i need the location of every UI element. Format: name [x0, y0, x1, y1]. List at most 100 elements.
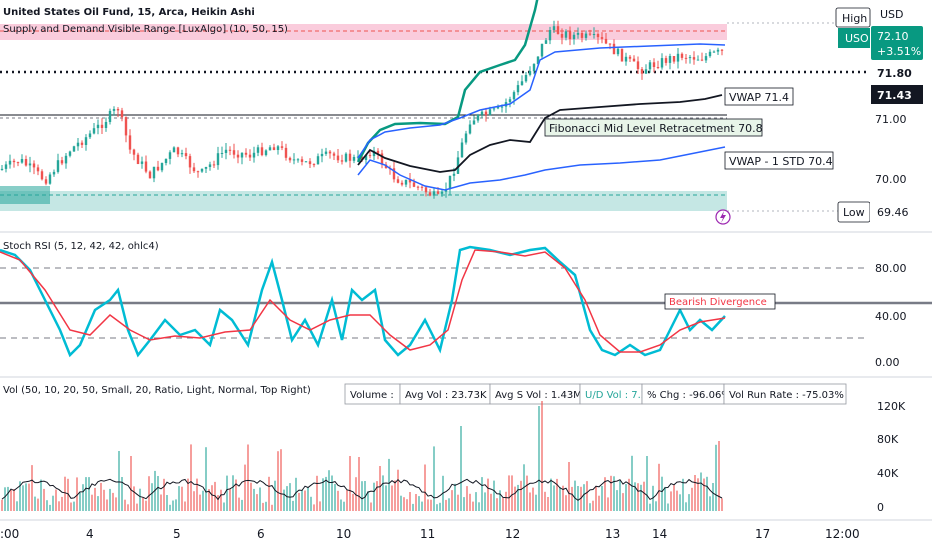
volume-bar: [127, 504, 129, 511]
candle-body: [288, 157, 292, 161]
volume-bar: [10, 490, 12, 511]
volume-bar: [196, 478, 198, 511]
volume-bar: [718, 441, 720, 511]
candle-body: [400, 182, 404, 185]
candle-body: [96, 124, 100, 129]
candle-body: [144, 161, 148, 172]
volume-bar: [274, 480, 276, 511]
volume-bar: [538, 406, 540, 511]
volume-bar: [409, 492, 411, 511]
candle-body: [256, 147, 260, 153]
vwap-badge-label: 71.43: [877, 89, 912, 102]
volume-bar: [706, 476, 708, 511]
volume-bar: [1, 499, 3, 511]
volume-bar: [115, 497, 117, 511]
vwap-std-annotation: VWAP - 1 STD 70.4: [729, 155, 833, 168]
candle-body: [612, 43, 616, 55]
volume-bar: [658, 463, 660, 511]
volume-bar: [517, 484, 519, 511]
volume-bar: [667, 503, 669, 511]
volume-bar: [367, 491, 369, 511]
volume-stat-label: Avg Vol : 23.73K: [405, 390, 487, 401]
candle-body: [700, 59, 704, 61]
volume-bar: [631, 455, 633, 511]
volume-bar: [25, 483, 27, 511]
chart-title: United States Oil Fund, 15, Arca, Heikin…: [3, 7, 255, 18]
candle-body: [20, 159, 24, 163]
candle-body: [708, 51, 712, 57]
volume-bar: [595, 485, 597, 511]
candle-body: [672, 56, 676, 62]
volume-bar: [547, 497, 549, 511]
volume-title: Vol (50, 10, 20, 50, Small, 20, Ratio, L…: [3, 385, 311, 396]
time-tick: 17: [755, 527, 770, 541]
stoch-title: Stoch RSI (5, 12, 42, 42, ohlc4): [3, 241, 159, 252]
candle-body: [252, 152, 256, 158]
volume-bar: [169, 504, 171, 511]
volume-bar: [376, 481, 378, 511]
volume-bar: [199, 494, 201, 511]
vwap-std-annotation-box: [724, 151, 834, 170]
candle-body: [480, 111, 484, 115]
volume-tick-40k: 40K: [877, 467, 899, 480]
candle-body: [512, 92, 516, 100]
demand-volume-profile: [0, 186, 50, 204]
candle-body: [268, 147, 272, 151]
volume-bar: [304, 490, 306, 511]
candle-body: [548, 30, 552, 41]
time-tick: 12:00: [825, 527, 860, 541]
volume-bar: [178, 486, 180, 511]
volume-bar: [394, 480, 396, 511]
candle-body: [624, 56, 628, 62]
candle-body: [16, 162, 20, 164]
volume-bar: [334, 484, 336, 511]
volume-bar: [475, 492, 477, 511]
low-value-box: [870, 202, 922, 222]
volume-bar: [265, 501, 267, 511]
volume-bar: [286, 486, 288, 511]
candle-body: [32, 163, 36, 168]
volume-bar: [259, 487, 261, 511]
volume-bar: [619, 480, 621, 511]
candle-body: [100, 124, 104, 128]
volume-bar: [247, 444, 249, 511]
volume-bar: [211, 485, 213, 511]
volume-bar: [76, 477, 78, 511]
volume-bar: [676, 490, 678, 511]
vwap-upper-std-line: [357, 43, 726, 159]
volume-bar: [550, 478, 552, 511]
volume-bar: [232, 475, 234, 511]
volume-bar: [280, 449, 282, 511]
candle-body: [380, 153, 384, 165]
volume-bar: [481, 477, 483, 511]
volume-bar: [616, 490, 618, 511]
price-tick-71: 71.00: [875, 113, 907, 126]
volume-bar: [163, 478, 165, 511]
volume-bar: [637, 483, 639, 511]
candle-body: [364, 155, 368, 160]
candle-body: [496, 106, 500, 109]
volume-bar: [496, 498, 498, 511]
volume-bar: [709, 496, 711, 511]
volume-bar: [91, 494, 93, 511]
stoch-k-line: [0, 245, 726, 358]
volume-bar: [13, 489, 15, 511]
volume-bar: [424, 464, 426, 511]
candle-body: [648, 62, 652, 70]
volume-bar: [604, 477, 606, 511]
volume-bar: [46, 500, 48, 511]
volume-bar: [229, 488, 231, 511]
volume-bar: [37, 498, 39, 511]
candle-body: [536, 56, 540, 64]
volume-bar: [601, 486, 603, 511]
volume-bar: [235, 479, 237, 511]
candle-body: [192, 167, 196, 172]
candle-body: [60, 160, 64, 164]
volume-bar: [325, 476, 327, 511]
volume-bar: [190, 444, 192, 511]
candle-body: [652, 62, 656, 67]
candle-body: [532, 63, 536, 72]
candle-body: [556, 26, 560, 34]
candle-body: [336, 155, 340, 161]
